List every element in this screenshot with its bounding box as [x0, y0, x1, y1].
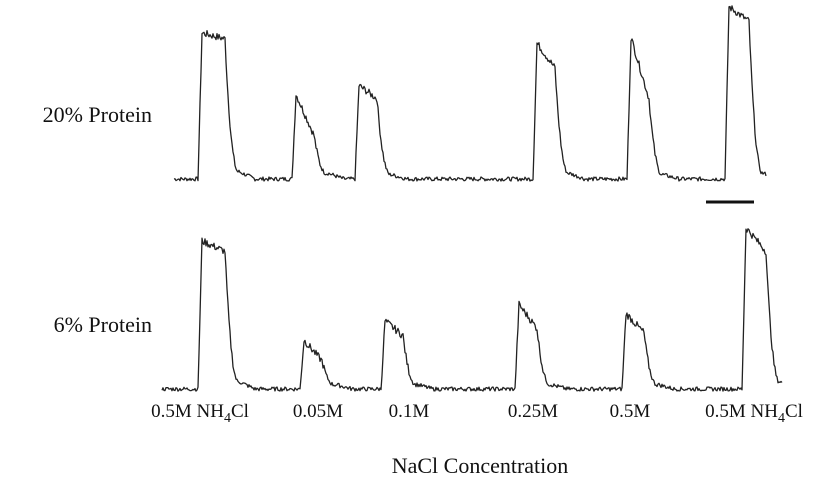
tick-label-tail: Cl	[231, 401, 249, 422]
tick-label-text: 0.5M	[610, 401, 651, 422]
tick-label-2: 0.1M	[389, 401, 430, 422]
x-axis-title: NaCl Concentration	[392, 453, 569, 478]
tick-label-subscript: 4	[224, 411, 231, 426]
trace-20-protein	[173, 5, 767, 182]
tick-label-0: 0.5M NH4Cl	[151, 401, 249, 426]
row-label-20-protein: 20% Protein	[43, 102, 152, 127]
tick-label-tail: Cl	[785, 401, 803, 422]
tick-label-1: 0.05M	[293, 401, 343, 422]
tick-label-text: 0.05M	[293, 401, 343, 422]
tick-label-text: 0.1M	[389, 401, 430, 422]
row-label-6-protein: 6% Protein	[54, 312, 152, 337]
tick-label-text: 0.5M NH	[705, 401, 778, 422]
trace-6-protein	[161, 228, 783, 392]
tick-label-4: 0.5M	[610, 401, 651, 422]
traces-group	[161, 5, 783, 392]
tick-label-subscript: 4	[778, 411, 785, 426]
tick-label-5: 0.5M NH4Cl	[705, 401, 803, 426]
tick-label-text: 0.5M NH	[151, 401, 224, 422]
tick-label-3: 0.25M	[508, 401, 558, 422]
tick-labels-group: 0.5M NH4Cl 0.05M 0.1M 0.25M 0.5M 0.5M NH4Cl	[151, 401, 803, 426]
tick-label-text: 0.25M	[508, 401, 558, 422]
